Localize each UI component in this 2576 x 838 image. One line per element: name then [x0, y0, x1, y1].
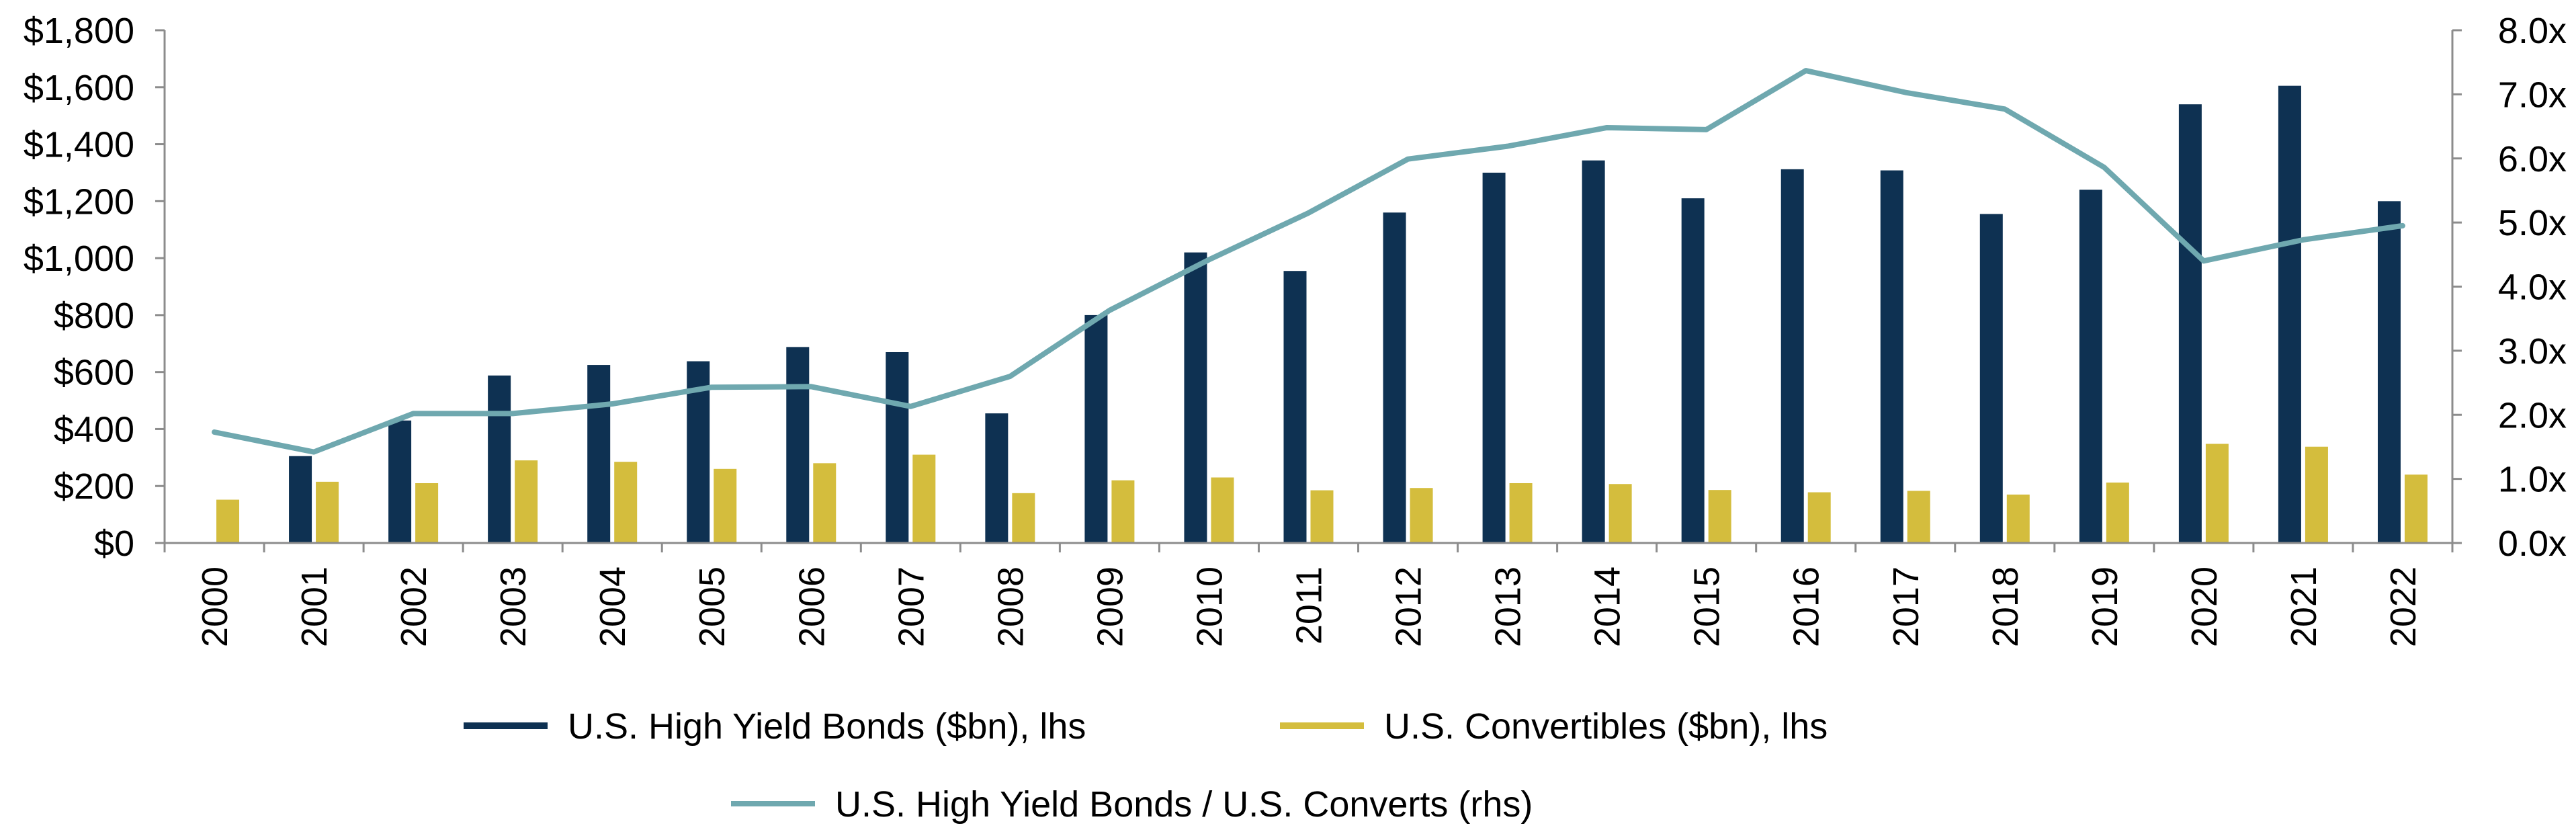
bar-high-yield-2021 [2278, 85, 2301, 544]
bar-convertibles-2010 [1211, 477, 1234, 543]
bar-high-yield-2016 [1780, 169, 1804, 543]
ratio-line-group [212, 68, 2405, 455]
bar-convertibles-2000 [216, 499, 240, 543]
bar-high-yield-2017 [1880, 170, 1903, 543]
left-tick-label: $1,800 [24, 11, 134, 51]
right-tick-label: 0.0x [2498, 523, 2567, 564]
bar-high-yield-2007 [886, 351, 909, 543]
legend-label-3: U.S. High Yield Bonds / U.S. Converts (r… [835, 784, 1533, 825]
x-tick-label: 2001 [294, 567, 335, 647]
bar-convertibles-2007 [912, 454, 936, 543]
x-tick-label: 2014 [1588, 567, 1628, 647]
x-tick-label: 2006 [791, 567, 832, 647]
left-tick-label: $800 [54, 296, 134, 336]
right-tick-label: 8.0x [2498, 11, 2567, 51]
x-tick-label: 2022 [2383, 567, 2423, 647]
x-tick-label: 2015 [1687, 567, 1727, 647]
left-tick-label: $1,200 [24, 181, 134, 222]
bar-convertibles-2013 [1509, 483, 1533, 543]
left-tick-label: $400 [54, 409, 134, 450]
bar-group [216, 85, 2428, 544]
bar-high-yield-2009 [1084, 315, 1108, 543]
x-tick-label: 2002 [394, 567, 434, 647]
right-tick-label: 1.0x [2498, 460, 2567, 500]
bar-high-yield-2018 [1979, 214, 2003, 543]
x-tick-label: 2021 [2284, 567, 2324, 647]
legend-label-2: U.S. Convertibles ($bn), lhs [1384, 706, 1828, 747]
bar-convertibles-2005 [714, 468, 737, 543]
bar-convertibles-2018 [2006, 494, 2030, 543]
x-tick-label: 2007 [891, 567, 931, 647]
bar-high-yield-2013 [1482, 172, 1506, 543]
bar-convertibles-2008 [1012, 493, 1035, 543]
axes: $0 $200 $400 $600 $800 $1,000 $1,200 $1,400 $1,6… [24, 11, 2567, 647]
right-tick-label: 7.0x [2498, 75, 2567, 115]
bar-convertibles-2014 [1608, 484, 1632, 543]
x-tick-label: 2012 [1389, 567, 1429, 647]
bar-high-yield-2012 [1383, 212, 1406, 543]
bar-convertibles-2001 [316, 481, 339, 543]
bar-convertibles-2011 [1310, 490, 1334, 543]
left-tick-label: $1,000 [24, 239, 134, 279]
bar-high-yield-2002 [388, 420, 412, 543]
bar-convertibles-2016 [1807, 492, 1831, 543]
bar-convertibles-2004 [614, 462, 638, 543]
x-tick-label: 2016 [1787, 567, 1827, 647]
bar-high-yield-2019 [2079, 190, 2102, 543]
right-tick-label: 2.0x [2498, 395, 2567, 435]
bar-high-yield-2010 [1184, 252, 1207, 543]
x-tick-label: 2000 [195, 567, 235, 647]
x-tick-label: 2019 [2085, 567, 2125, 647]
bar-convertibles-2022 [2404, 474, 2428, 543]
x-tick-label: 2010 [1189, 567, 1230, 647]
right-tick-label: 6.0x [2498, 139, 2567, 179]
bar-high-yield-2011 [1283, 271, 1307, 543]
bar-high-yield-2022 [2377, 201, 2401, 543]
bar-high-yield-2015 [1681, 198, 1705, 543]
x-tick-label: 2011 [1289, 567, 1330, 644]
right-tick-label: 3.0x [2498, 331, 2567, 372]
left-tick-label: $1,600 [24, 68, 134, 108]
bar-high-yield-2004 [587, 365, 611, 543]
bar-convertibles-2012 [1410, 488, 1433, 543]
x-tick-label: 2005 [692, 567, 732, 647]
legend-label-1: U.S. High Yield Bonds ($bn), lhs [568, 706, 1086, 747]
bar-convertibles-2021 [2305, 446, 2328, 543]
bar-convertibles-2006 [813, 463, 836, 543]
bar-high-yield-2006 [786, 347, 810, 543]
x-tick-label: 2017 [1886, 567, 1926, 647]
x-tick-label: 2009 [1090, 567, 1130, 647]
bar-high-yield-2003 [488, 375, 511, 543]
bar-convertibles-2002 [415, 483, 439, 543]
ratio-line [212, 68, 2405, 455]
x-tick-label: 2004 [593, 567, 633, 647]
bar-convertibles-2017 [1907, 491, 1930, 543]
bar-high-yield-2014 [1582, 160, 1605, 543]
bar-high-yield-2020 [2178, 104, 2202, 543]
left-tick-label: $0 [94, 523, 134, 564]
bar-high-yield-2008 [985, 413, 1008, 543]
bar-convertibles-2019 [2106, 483, 2129, 543]
bar-convertibles-2020 [2205, 444, 2229, 543]
bar-high-yield-2001 [289, 456, 312, 543]
x-tick-label: 2003 [493, 567, 533, 647]
x-tick-label: 2020 [2184, 567, 2225, 647]
left-tick-label: $1,400 [24, 125, 134, 165]
left-tick-label: $200 [54, 466, 134, 507]
x-tick-label: 2008 [990, 567, 1031, 647]
right-tick-label: 4.0x [2498, 267, 2567, 308]
bar-convertibles-2009 [1111, 480, 1135, 543]
left-tick-label: $600 [54, 353, 134, 393]
legend: U.S. High Yield Bonds ($bn), lhs U.S. Con… [464, 706, 1828, 825]
x-tick-label: 2013 [1488, 567, 1529, 647]
bar-convertibles-2015 [1708, 490, 1731, 543]
right-tick-label: 5.0x [2498, 203, 2567, 243]
x-tick-label: 2018 [1985, 567, 2026, 647]
bar-convertibles-2003 [515, 460, 538, 543]
